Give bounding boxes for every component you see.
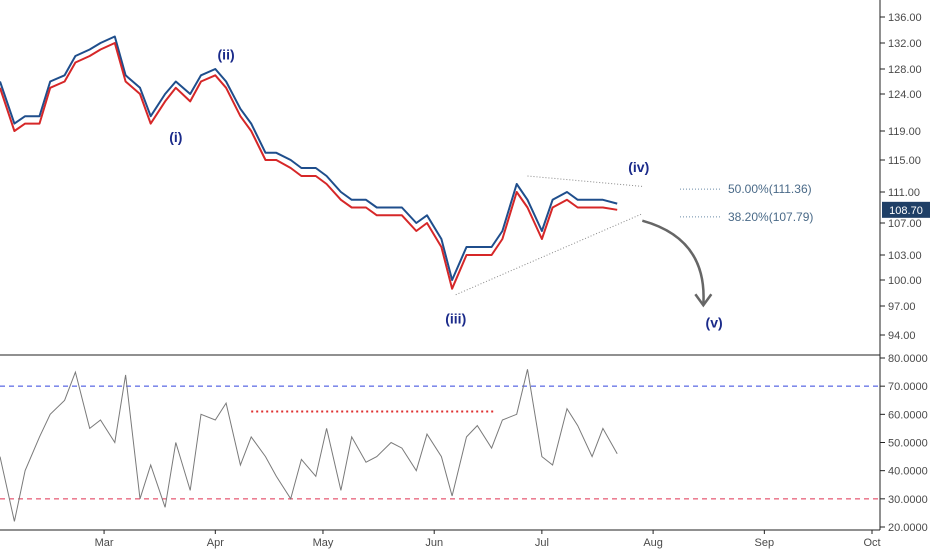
price-y-tick-label: 128.00 bbox=[888, 64, 922, 76]
osc-y-tick-label: 50.0000 bbox=[888, 438, 928, 450]
wave-label: (v) bbox=[706, 314, 723, 330]
price-y-tick-label: 111.00 bbox=[888, 187, 920, 199]
oscillator-series-line bbox=[0, 369, 618, 522]
price-y-tick-label: 124.00 bbox=[888, 89, 922, 101]
fib-level-label: 38.20%(107.79) bbox=[728, 210, 813, 224]
price-series-line bbox=[0, 35, 618, 281]
current-price-label: 108.70 bbox=[889, 205, 923, 217]
price-panel: 50.00%(111.36) 38.20%(107.79) (i) (ii) (iii)… bbox=[0, 35, 813, 330]
triangle-trendline bbox=[527, 175, 643, 187]
price-y-tick-label: 132.00 bbox=[888, 38, 922, 50]
osc-y-tick-label: 60.0000 bbox=[888, 409, 928, 421]
month-label: Jun bbox=[425, 537, 443, 549]
price-series-line bbox=[0, 42, 618, 290]
fib-level-label: 50.00%(111.36) bbox=[728, 182, 812, 196]
price-y-tick-label: 100.00 bbox=[888, 275, 922, 287]
price-y-tick-label: 119.00 bbox=[888, 126, 921, 138]
projection-arrow-head bbox=[694, 293, 713, 308]
osc-y-tick-label: 40.0000 bbox=[888, 466, 928, 478]
price-y-tick-label: 103.00 bbox=[888, 250, 922, 262]
osc-y-tick-label: 30.0000 bbox=[888, 494, 928, 506]
price-y-tick-label: 136.00 bbox=[888, 12, 922, 24]
projection-arrow bbox=[642, 219, 705, 305]
wave-label: (ii) bbox=[218, 46, 235, 62]
price-y-tick-label: 97.00 bbox=[888, 301, 916, 313]
month-label: Jul bbox=[535, 537, 549, 549]
osc-y-tick-label: 70.0000 bbox=[888, 381, 928, 393]
month-label: May bbox=[313, 537, 334, 549]
triangle-trendline bbox=[455, 213, 643, 296]
month-label: Apr bbox=[207, 537, 224, 549]
wave-label: (iii) bbox=[445, 310, 466, 326]
price-y-tick-label: 94.00 bbox=[888, 330, 916, 342]
wave-label: (i) bbox=[169, 129, 182, 145]
osc-y-tick-label: 80.0000 bbox=[888, 353, 928, 365]
month-label: Mar bbox=[95, 537, 114, 549]
price-y-tick-label: 107.00 bbox=[888, 218, 922, 230]
month-label: Sep bbox=[755, 537, 775, 549]
current-price-tag bbox=[882, 201, 930, 218]
oscillator-panel bbox=[0, 369, 880, 522]
month-label: Aug bbox=[643, 537, 663, 549]
osc-y-tick-label: 20.0000 bbox=[888, 522, 928, 534]
wave-label: (iv) bbox=[628, 159, 649, 175]
month-label: Oct bbox=[863, 537, 880, 549]
price-y-tick-label: 115.00 bbox=[888, 155, 921, 167]
